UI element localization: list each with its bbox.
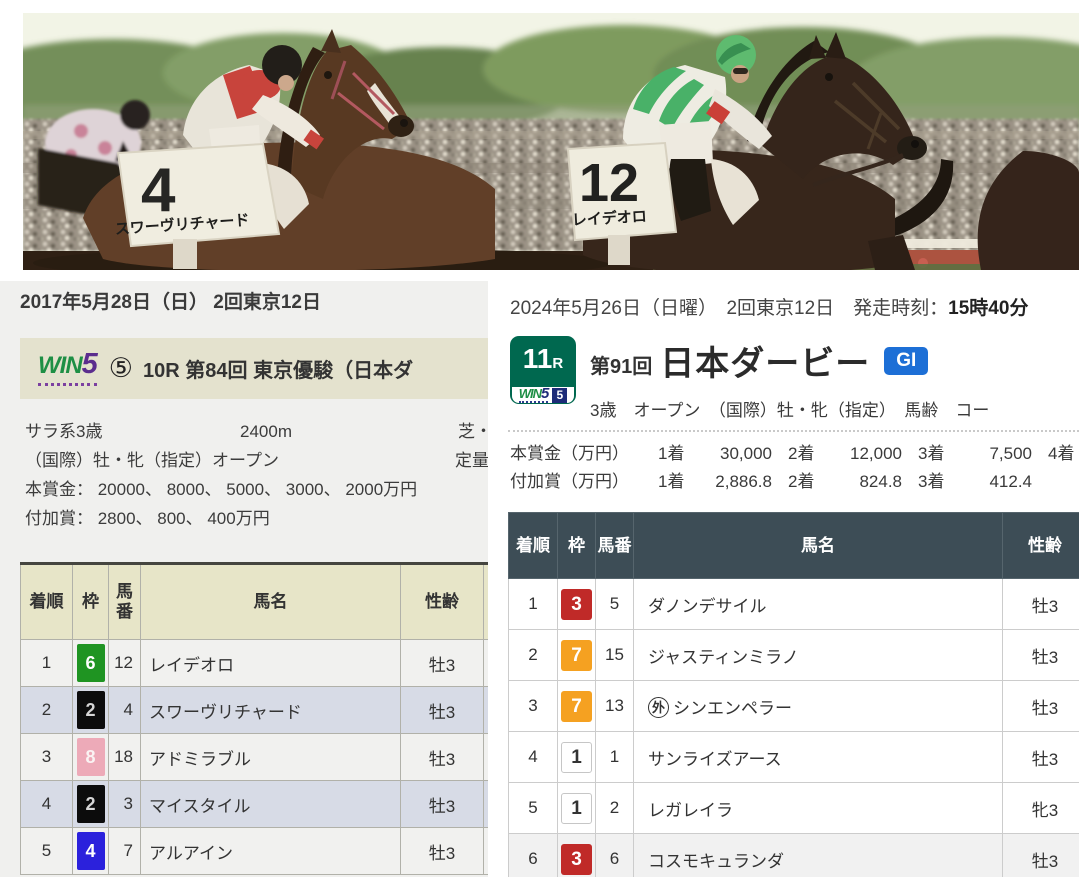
- right-horse: 12 レイデオロ: [566, 32, 927, 270]
- table-row: 4 2 3 マイスタイル 牡3: [20, 780, 488, 828]
- horse-name: レガレイラ: [633, 782, 1003, 834]
- frame-badge: 3: [561, 588, 592, 620]
- left-horse: 4 スワーヴリチャード: [83, 29, 495, 270]
- frame-badge: 7: [561, 690, 592, 722]
- table-row: 2 2 4 スワーヴリチャード 牡3: [20, 686, 488, 734]
- col-frame: 枠: [72, 563, 109, 640]
- frame-badge: 8: [76, 738, 105, 776]
- dotted-divider: [508, 430, 1079, 432]
- frame-badge: 1: [561, 741, 592, 773]
- right-saddle-cloth: 12 レイデオロ: [566, 141, 678, 265]
- race-photo: 4 スワーヴリチャード: [23, 13, 1079, 270]
- race-conditions: （国際）牡・牝（指定）オープン: [25, 451, 279, 470]
- horse-name: ダノンデサイル: [633, 578, 1003, 630]
- frame-badge: 4: [76, 832, 105, 870]
- panel-2024-racecard: 2024年5月26日（日曜） 2回東京12日 発走時刻：15時40分 11R W…: [488, 281, 1079, 877]
- table-row: 2 7 15 ジャスティンミラノ 牡3: [508, 629, 1079, 681]
- result-table-2024: 着順 枠 馬番 馬名 性齢 1 3 5 ダノンデサイル 牡3 2 7 15 ジャ…: [508, 512, 1079, 877]
- panel-2017-result: 2017年5月28日（日） 2回東京12日 WIN5 ⑤ 10R 第84回 東京…: [0, 281, 488, 877]
- circled-five-icon: ⑤: [108, 353, 134, 383]
- table-row: 1 6 12 レイデオロ 牡3: [20, 639, 488, 687]
- race-date-2017: 2017年5月28日（日） 2回東京12日: [20, 292, 321, 313]
- horse-name: マイスタイル: [140, 780, 401, 828]
- foreign-bred-mark: 外: [648, 696, 669, 718]
- race-photo-illustration: 4 スワーヴリチャード: [23, 13, 1079, 270]
- prize-info-2024: 本賞金（万円） 1着 30,000 2着 12,000 3着 7,500 4着 付加賞…: [510, 440, 1079, 496]
- prize-main-row: 本賞金（万円） 1着 30,000 2着 12,000 3着 7,500 4着: [510, 444, 1075, 463]
- table-row: 3 7 13 外シンエンペラー 牡3: [508, 680, 1079, 732]
- horse-name: レイデオロ: [140, 639, 401, 687]
- background-horse: [38, 100, 150, 221]
- col-name: 馬名: [633, 512, 1003, 579]
- horse-name: コスモキュランダ: [633, 833, 1003, 877]
- table-row: 5 4 7 アルアイン 牡3: [20, 827, 488, 875]
- horse-class: サラ系3歳: [25, 422, 103, 441]
- right-edge-horse: [977, 151, 1079, 270]
- table-row: 5 1 2 レガレイラ 牝3: [508, 782, 1079, 834]
- table-row: 4 1 1 サンライズアース 牡3: [508, 731, 1079, 783]
- win5-logo: WIN5: [38, 350, 98, 386]
- col-frame: 枠: [557, 512, 596, 579]
- col-rank: 着順: [508, 512, 558, 579]
- surface: 芝・: [458, 422, 488, 441]
- frame-badge: 1: [561, 792, 592, 824]
- right-horse-number: 12: [579, 153, 639, 213]
- frame-badge: 3: [561, 843, 592, 875]
- weight-rule: 定量: [455, 451, 488, 470]
- horse-name: ジャスティンミラノ: [633, 629, 1003, 681]
- grade-badge: GI: [884, 346, 929, 375]
- left-saddle-cloth: 4 スワーヴリチャード: [114, 142, 281, 269]
- win5-race-banner: WIN5 ⑤ 10R 第84回 東京優駿（日本ダ: [20, 338, 488, 399]
- win5-mini-logo: WIN5 5: [512, 386, 574, 403]
- race-round: 第91回: [590, 356, 653, 378]
- prize-extra-row: 付加賞（万円） 1着 2,886.8 2着 824.8 3着 412.4: [510, 472, 1032, 491]
- table-header-row: 着順 枠 馬番 馬名 性齢: [20, 563, 488, 640]
- frame-badge: 6: [76, 644, 105, 682]
- prize-main: 本賞金： 20000、 8000、 5000、 3000、 2000万円: [25, 480, 418, 499]
- col-rank: 着順: [20, 563, 73, 640]
- table-row: 6 3 6 コスモキュランダ 牡3: [508, 833, 1079, 877]
- col-number: 馬番: [108, 563, 141, 640]
- start-time: 15時40分: [948, 298, 1029, 319]
- table-row: 1 3 5 ダノンデサイル 牡3: [508, 578, 1079, 630]
- frame-badge: 7: [561, 639, 592, 671]
- horse-name: サンライズアース: [633, 731, 1003, 783]
- right-horse-name: レイデオロ: [571, 207, 647, 229]
- race-title-2017: 10R 第84回 東京優駿（日本ダ: [143, 360, 414, 382]
- left-horse-number: 4: [141, 156, 176, 225]
- frame-badge: 2: [76, 785, 105, 823]
- col-sexage: 性齢: [400, 563, 484, 640]
- horse-name: 外シンエンペラー: [633, 680, 1003, 732]
- race-number-badge: 11R WIN5 5: [510, 336, 576, 404]
- horse-name: アドミラブル: [140, 733, 401, 781]
- table-row: 3 8 18 アドミラブル 牡3: [20, 733, 488, 781]
- col-name: 馬名: [140, 563, 401, 640]
- col-number: 馬番: [595, 512, 634, 579]
- horse-name: アルアイン: [140, 827, 401, 875]
- race-conditions-2024: 3歳 オープン （国際）牡・牝（指定） 馬齢 コー: [590, 401, 990, 420]
- right-jockey: [623, 35, 772, 225]
- race-title-2024: 日本ダービー: [660, 345, 871, 383]
- race-date-2024: 2024年5月26日（日曜） 2回東京12日 発走時刻：15時40分: [510, 298, 1029, 319]
- distance: 2400m: [240, 422, 292, 441]
- horse-name: スワーヴリチャード: [140, 686, 401, 734]
- col-sexage: 性齢: [1002, 512, 1079, 579]
- prize-extra: 付加賞： 2800、 800、 400万円: [25, 509, 270, 528]
- table-header-row: 着順 枠 馬番 馬名 性齢: [508, 512, 1079, 579]
- result-table-2017: 着順 枠 馬番 馬名 性齢 1 6 12 レイデオロ 牡3 2 2 4 スワーヴ…: [20, 562, 488, 875]
- race-header-2024: 11R WIN5 5 第91回 日本ダービー GI 3歳 オープン （国際）牡・…: [510, 336, 989, 421]
- frame-badge: 2: [76, 691, 105, 729]
- race-info-2017: サラ系3歳 2400m 芝・ （国際）牡・牝（指定）オープン 定量 本賞金： 2…: [25, 417, 488, 533]
- win5-number-box: 5: [552, 387, 568, 403]
